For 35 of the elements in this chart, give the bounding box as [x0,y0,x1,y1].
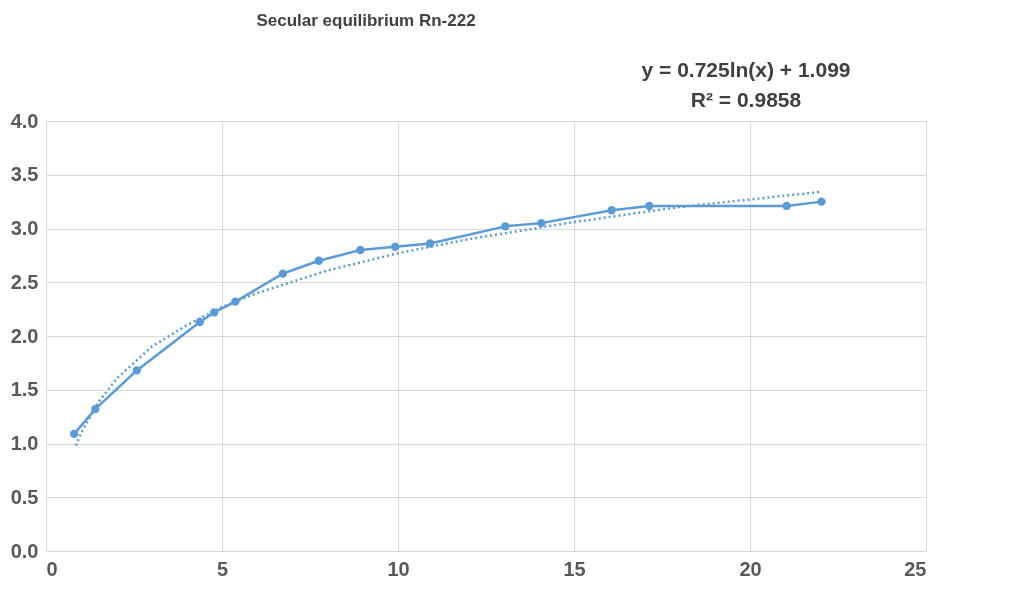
y-tick-label: 2.5 [10,270,39,293]
point [210,308,219,317]
x-tick-label: 25 [904,557,927,580]
x-tick-label: 20 [739,557,762,580]
x-tick-label: 15 [563,557,586,580]
y-tick-label: 3.5 [10,163,39,186]
point [278,269,288,278]
y-tick-label: 0.5 [10,485,39,508]
y-tick-label: 0.0 [10,539,39,562]
y-tick-label: 1.0 [10,432,39,454]
y-tick-label: 1.5 [10,378,39,401]
point [69,429,79,438]
chart-title: Secular equilibrium Rn-222 [256,11,476,30]
point [782,201,791,211]
x-tick-label: 5 [216,557,229,580]
text: y = 0.725ln(x) + 1.099 [641,58,851,81]
point [425,239,435,248]
point [356,245,365,255]
text: R² = 0.9858 [690,88,802,111]
y-tick-label: 4.0 [10,109,39,132]
x-tick-label: 10 [387,557,410,580]
point [132,366,141,375]
point [231,297,240,306]
point [391,242,400,251]
point [314,256,323,265]
x-tick-label: 0 [46,557,58,580]
point [645,201,654,211]
point [537,218,546,228]
point [817,197,826,206]
point [607,206,616,215]
point [91,404,100,414]
point [195,317,205,327]
y-tick-label: 3.0 [10,217,39,239]
y-tick-label: 2.0 [10,324,39,347]
point [501,222,510,231]
